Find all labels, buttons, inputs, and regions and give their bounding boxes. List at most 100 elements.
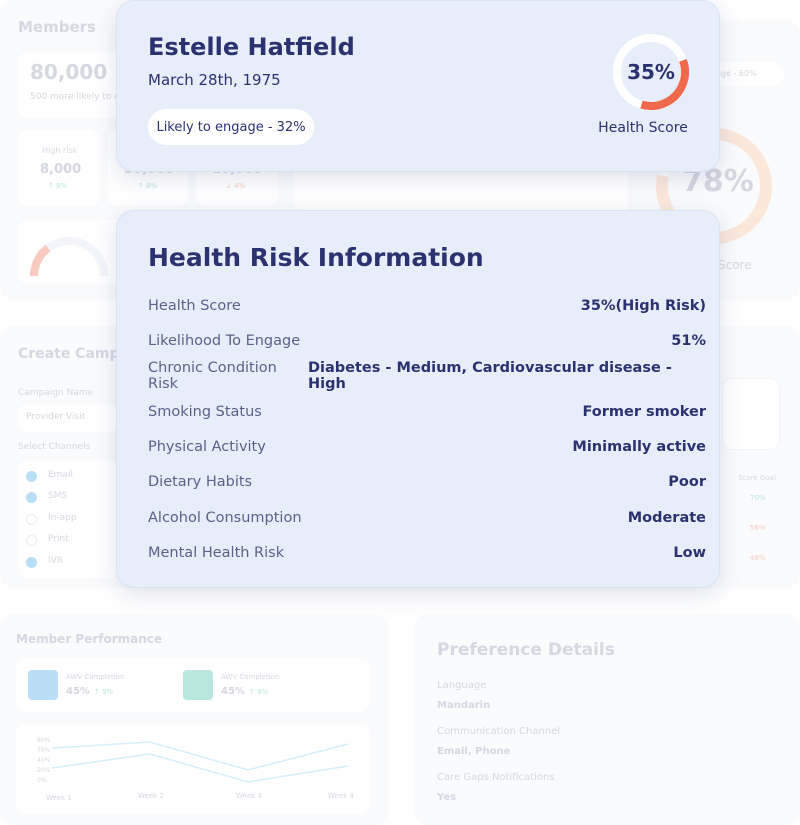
preference-title: Preference Details xyxy=(437,640,615,660)
right-gauge-label: Score xyxy=(718,258,752,272)
risk-row-mental: Mental Health Risk Low xyxy=(148,542,706,564)
health-score-value: 35% xyxy=(627,60,675,84)
performance-line-chart xyxy=(51,741,349,783)
channel-in-app[interactable]: In-app xyxy=(26,513,116,527)
risk-label: Health Score xyxy=(148,298,241,314)
unchecked-circle-icon xyxy=(26,535,37,546)
campaign-title: Create Campa xyxy=(18,346,129,362)
risk-row-health-score: Health Score 35%(High Risk) xyxy=(148,295,706,317)
performance-chart-card xyxy=(16,724,370,814)
preference-label: Communication Channel xyxy=(437,726,561,737)
risk-label: Physical Activity xyxy=(148,439,266,455)
x-tick: Week 3 xyxy=(236,792,262,800)
risk-label: Mental Health Risk xyxy=(148,545,285,561)
health-risk-card: Health Risk Information Health Score 35%… xyxy=(116,210,720,588)
tile-label: AWV Completion xyxy=(66,673,125,681)
stat2-change: ↑ 8% xyxy=(138,182,158,190)
channel-ivr[interactable]: IVR xyxy=(26,556,116,570)
preference-label: Language xyxy=(437,680,487,691)
risk-value: Former smoker xyxy=(582,404,706,420)
member-performance-panel xyxy=(0,614,388,825)
risk-label: Chronic Condition Risk xyxy=(148,360,277,392)
risk-value: Moderate xyxy=(627,510,706,526)
check-icon xyxy=(26,557,37,568)
y-tick: 0% xyxy=(37,777,47,784)
y-tick: 70% xyxy=(37,747,51,754)
health-risk-title: Health Risk Information xyxy=(148,243,484,272)
channel-label: In-app xyxy=(48,513,77,523)
channel-label: IVR xyxy=(48,556,64,566)
risk-row-smoking: Smoking Status Former smoker xyxy=(148,401,706,423)
high-risk-label: High risk xyxy=(42,146,78,155)
channel-email[interactable]: Email xyxy=(26,470,116,484)
risk-label: Alcohol Consumption xyxy=(148,510,302,526)
risk-label: Likelihood To Engage xyxy=(148,333,301,349)
high-risk-change: ↑ 8% xyxy=(48,182,68,190)
x-tick: Week 2 xyxy=(138,792,164,800)
risk-row-alcohol: Alcohol Consumption Moderate xyxy=(148,507,706,529)
score-goal-value: 70% xyxy=(750,494,766,502)
check-tile-icon xyxy=(28,670,58,700)
channel-sms[interactable]: SMS xyxy=(26,491,116,505)
health-score-label: Health Score xyxy=(598,120,688,136)
high-risk-value: 8,000 xyxy=(40,162,82,177)
risk-value: Diabetes - Medium, Cardiovascular diseas… xyxy=(307,360,672,392)
members-total: 80,000 xyxy=(30,60,108,84)
risk-row-likelihood: Likelihood To Engage 51% xyxy=(148,330,706,352)
preference-panel xyxy=(414,614,800,825)
performance-tiles-card xyxy=(16,658,370,712)
right-mini-chart xyxy=(722,378,780,450)
risk-value: 51% xyxy=(671,333,706,349)
risk-label: Smoking Status xyxy=(148,404,262,420)
x-tick: Week 1 xyxy=(46,794,72,802)
tile-change: ↑ 9% xyxy=(94,688,114,696)
member-performance-title: Member Performance xyxy=(16,632,163,646)
unchecked-circle-icon xyxy=(26,514,37,525)
risk-value: 35%(High Risk) xyxy=(580,298,706,314)
tile-value: 45% xyxy=(66,686,90,697)
check-icon xyxy=(26,471,37,482)
members-total-caption: 500 more likely to e xyxy=(30,92,120,102)
series-line xyxy=(51,753,349,783)
risk-value: Low xyxy=(673,545,706,561)
campaign-name-placeholder: Provider Visit xyxy=(26,412,86,422)
members-mini-gauge-card xyxy=(18,220,128,284)
risk-label: Dietary Habits xyxy=(148,474,253,490)
campaign-name-input[interactable] xyxy=(18,404,118,432)
y-tick: 20% xyxy=(37,767,51,774)
members-title: Members xyxy=(18,18,96,36)
right-pill-text: age - 60% xyxy=(716,69,757,78)
engage-pill: Likely to engage - 32% xyxy=(148,109,314,145)
campaign-name-label: Campaign Name xyxy=(18,388,94,398)
preference-value: Yes xyxy=(437,792,457,803)
channel-label: SMS xyxy=(48,491,68,501)
member-dob: March 28th, 1975 xyxy=(148,71,281,89)
preference-value: Email, Phone xyxy=(437,746,511,757)
health-score-gauge xyxy=(613,34,689,110)
y-tick: 80% xyxy=(37,737,51,744)
check-icon xyxy=(26,492,37,503)
tile-value: 45% xyxy=(221,686,245,697)
score-goal-header: Score Goal xyxy=(738,474,776,482)
risk-value: Poor xyxy=(668,474,706,490)
members-mini-gauge xyxy=(30,237,108,277)
preference-value: Mandarin xyxy=(437,700,491,711)
high-risk-card xyxy=(18,130,100,206)
preference-label: Care Gaps Notifications xyxy=(437,772,555,783)
channel-print[interactable]: Print xyxy=(26,534,116,548)
channel-label: Email xyxy=(48,470,73,480)
score-goal-value: 56% xyxy=(750,524,766,532)
x-tick: Week 4 xyxy=(328,792,354,800)
stat3-change: ↓ 4% xyxy=(226,182,246,190)
profile-card: Estelle Hatfield March 28th, 1975 Likely… xyxy=(116,0,720,172)
series-line xyxy=(51,741,349,771)
channels-label: Select Channels xyxy=(18,442,91,452)
y-tick: 40% xyxy=(37,757,51,764)
tile-change: ↑ 9% xyxy=(249,688,269,696)
risk-row-physical: Physical Activity Minimally active xyxy=(148,436,706,458)
risk-value: Minimally active xyxy=(572,439,706,455)
grid-tile-icon xyxy=(183,670,213,700)
channel-label: Print xyxy=(48,534,69,544)
tile-label: AWV Completion xyxy=(221,673,280,681)
risk-row-dietary: Dietary Habits Poor xyxy=(148,471,706,493)
